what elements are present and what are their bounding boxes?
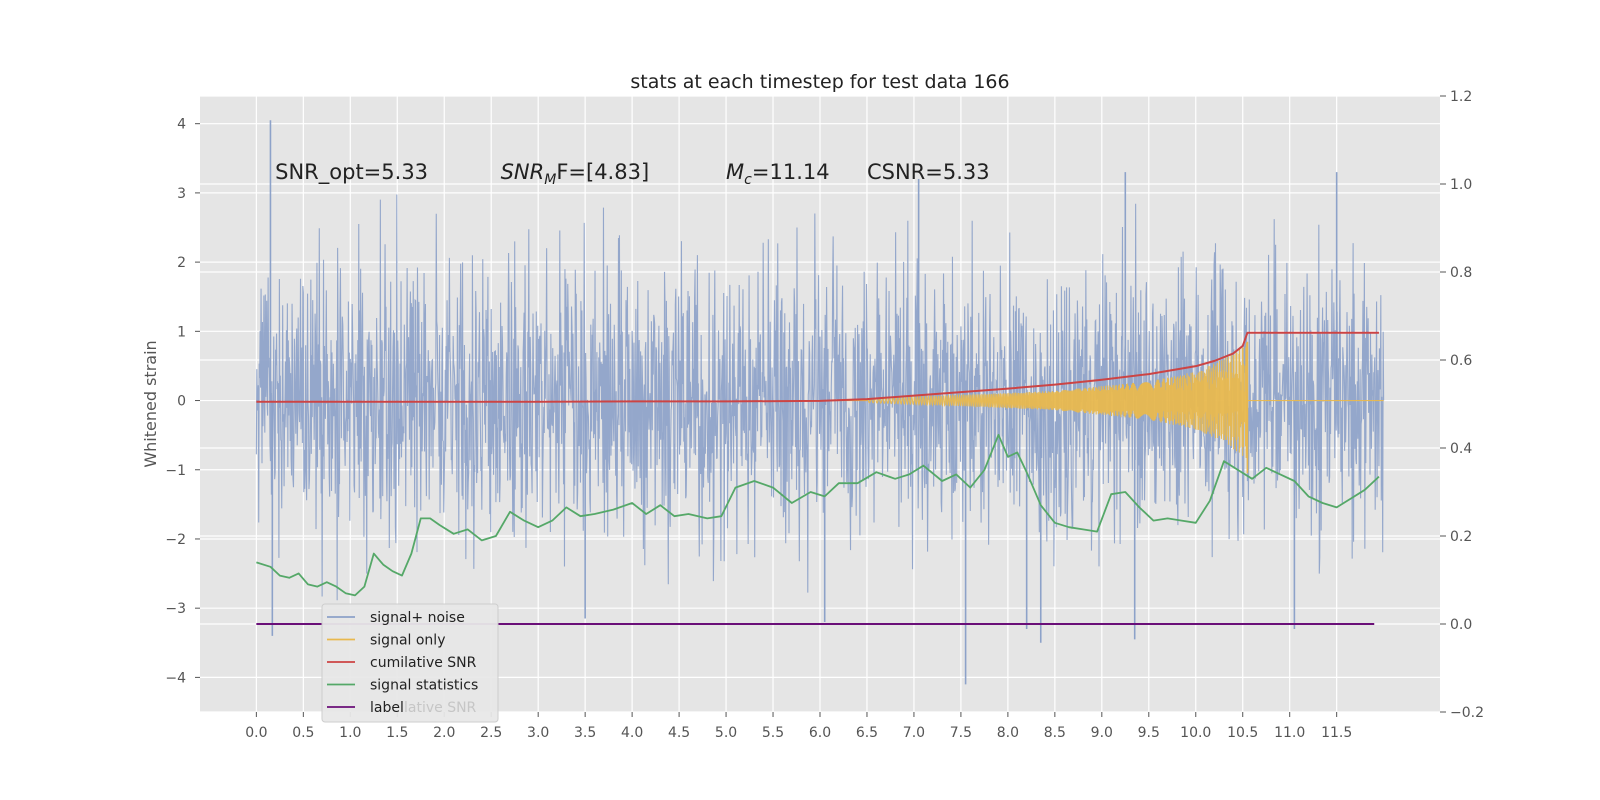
x-tick-label: 11.5	[1321, 725, 1352, 741]
x-tick-label: 5.0	[715, 725, 737, 741]
y-tick-label: −1	[165, 463, 186, 479]
y-tick-label: −3	[165, 601, 186, 617]
x-tick-label: 2.0	[433, 725, 455, 741]
annotation-1: SNRMF=[4.83]	[501, 160, 650, 188]
y2-tick-label: 0.6	[1450, 353, 1472, 369]
x-tick-label: 7.0	[903, 725, 925, 741]
x-tick-label: 8.5	[1044, 725, 1066, 741]
y2-tick-label: 0.8	[1450, 265, 1472, 281]
chart-title: stats at each timestep for test data 166	[630, 71, 1009, 93]
x-tick-label: 8.0	[997, 725, 1019, 741]
x-tick-label: 2.5	[480, 725, 502, 741]
x-tick-label: 9.0	[1091, 725, 1113, 741]
x-tick-label: 3.5	[574, 725, 596, 741]
x-tick-label: 11.0	[1274, 725, 1305, 741]
series-signal-only	[820, 342, 1384, 458]
x-tick-label: 9.5	[1138, 725, 1160, 741]
x-tick-label: 1.5	[386, 725, 408, 741]
y-tick-label: 2	[177, 255, 186, 271]
series-cumulative-snr	[256, 331, 1379, 403]
x-tick-label: 6.0	[809, 725, 831, 741]
x-tick-label: 4.5	[668, 725, 690, 741]
legend-entry: signal statistics	[370, 678, 478, 694]
legend-entry: label	[370, 700, 404, 716]
legend: signal+ noise signal only cumilative SNR si…	[321, 603, 499, 723]
x-tick-label: 1.0	[339, 725, 361, 741]
y-axis-left: 4 3 2 1 0 −1 −2 −3 −4	[165, 117, 200, 686]
series-signal-noise	[255, 194, 1385, 601]
x-tick-label: 0.5	[292, 725, 314, 741]
y-tick-label: 3	[177, 186, 186, 202]
y2-tick-label: 0.2	[1450, 529, 1472, 545]
legend-entry: signal+ noise	[370, 610, 465, 626]
legend-hidden-text: lative SNR	[404, 700, 477, 716]
legend-entry: signal only	[370, 633, 445, 649]
x-tick-label: 5.5	[762, 725, 784, 741]
x-tick-label: 6.5	[856, 725, 878, 741]
y-tick-label: 0	[177, 394, 186, 410]
annotation-2: Mc=11.14	[726, 160, 830, 188]
y-axis-right: 1.2 1.0 0.8 0.6 0.4 0.2 0.0 −0.2	[1440, 89, 1484, 721]
y-axis-label: Whitened strain	[141, 340, 160, 467]
annotation-3: CSNR=5.33	[867, 160, 990, 184]
x-tick-label: 10.5	[1227, 725, 1258, 741]
y2-tick-label: 1.0	[1450, 177, 1472, 193]
x-tick-label: 7.5	[950, 725, 972, 741]
y-tick-label: 4	[177, 117, 186, 133]
y2-tick-label: 1.2	[1450, 89, 1472, 105]
x-tick-label: 4.0	[621, 725, 643, 741]
legend-box	[321, 603, 499, 723]
y2-tick-label: 0.4	[1450, 441, 1472, 457]
annotations: SNR_opt=5.33 SNRMF=[4.83] Mc=11.14 CSNR=5.3…	[275, 160, 989, 188]
series-signal-statistics	[256, 433, 1380, 597]
y-tick-label: −4	[165, 670, 186, 686]
y2-tick-label: 0.0	[1450, 617, 1472, 633]
y-tick-label: −2	[165, 532, 186, 548]
x-tick-label: 10.0	[1180, 725, 1211, 741]
y-tick-label: 1	[177, 324, 186, 340]
x-tick-label: 0.0	[245, 725, 267, 741]
legend-entry: cumilative SNR	[370, 655, 477, 671]
x-tick-label: 3.0	[527, 725, 549, 741]
x-axis: 0.0 0.5 1.0 1.5 2.0 2.5 3.0 3.5 4.0 4.5 5.0 5.5 6.0 6…	[245, 712, 1352, 741]
annotation-0: SNR_opt=5.33	[275, 160, 428, 185]
y2-tick-label: −0.2	[1450, 705, 1484, 721]
